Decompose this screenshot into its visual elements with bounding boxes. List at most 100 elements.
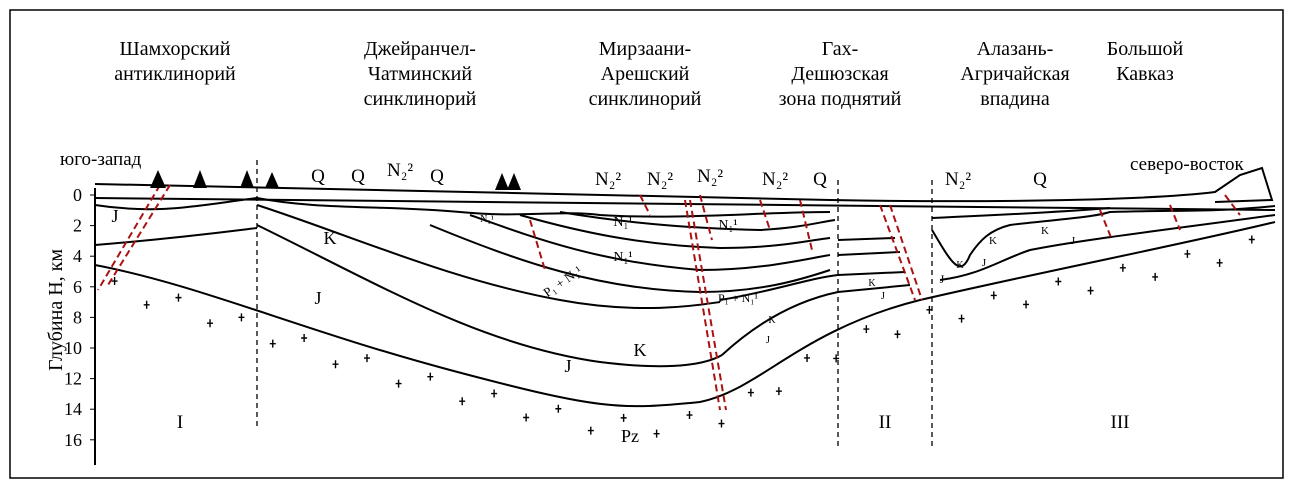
cross xyxy=(301,334,307,342)
layer-label: Q xyxy=(1033,169,1047,190)
cross xyxy=(1023,300,1029,308)
region-label: Чатминский xyxy=(368,63,472,85)
region-label: синклинорий xyxy=(589,88,702,110)
layer-label: J xyxy=(314,288,321,308)
cross xyxy=(748,389,754,397)
layer-label: P₁ + N₁¹ xyxy=(718,291,758,305)
cross xyxy=(459,397,465,405)
cross xyxy=(776,387,782,395)
basement xyxy=(95,222,1275,406)
cross xyxy=(687,411,693,419)
depth-tick-label: 16 xyxy=(64,430,82,450)
cross xyxy=(333,360,339,368)
layer-label: J xyxy=(564,356,571,376)
layer-label: K xyxy=(324,228,337,248)
depth-tick-label: 0 xyxy=(73,185,82,205)
layer-label: K xyxy=(634,340,647,360)
layer-label: J xyxy=(881,291,885,302)
region-label: впадина xyxy=(980,88,1050,110)
region-label: Мирзаани- xyxy=(599,38,691,60)
layer-label: N₂² xyxy=(697,166,723,187)
cross xyxy=(144,301,150,309)
cross xyxy=(175,294,181,302)
cross xyxy=(207,319,213,327)
cross xyxy=(804,354,810,362)
region-label: синклинорий xyxy=(364,88,477,110)
layer-label: N₂² xyxy=(762,169,788,190)
depth-tick-label: 8 xyxy=(73,307,82,327)
cross xyxy=(1184,250,1190,258)
cross xyxy=(1055,278,1061,286)
layer-label: K xyxy=(1041,225,1049,237)
region-label: зона поднятий xyxy=(779,88,902,110)
region-label: Джейранчел- xyxy=(364,38,476,60)
depth-tick-label: 14 xyxy=(64,399,82,419)
layer xyxy=(95,228,257,245)
layer-label: J xyxy=(111,206,118,226)
cross xyxy=(863,325,869,333)
direction-label: юго-запад xyxy=(60,149,142,170)
geology xyxy=(95,160,1275,450)
cross xyxy=(1217,259,1223,267)
layer-label: Q xyxy=(311,166,325,187)
layer-label: J xyxy=(1071,235,1076,247)
region-label: антиклинорий xyxy=(114,63,236,85)
cross xyxy=(523,414,529,422)
layer-label: J xyxy=(982,257,987,269)
zone-label: I xyxy=(177,412,183,433)
region-label: Большой xyxy=(1107,38,1184,60)
cross xyxy=(427,373,433,381)
region-label: Гах- xyxy=(822,38,859,60)
cross xyxy=(588,427,594,435)
zone-label: II xyxy=(879,412,892,433)
region-label: Арешский xyxy=(601,63,690,85)
cross xyxy=(555,405,561,413)
volcano-symbol xyxy=(150,170,521,190)
layer-label: Q xyxy=(351,166,365,187)
layer-label: N₂² xyxy=(647,169,673,190)
layer-label: N₁¹ xyxy=(718,218,737,233)
cross xyxy=(959,315,965,323)
layer-label: K xyxy=(989,235,997,247)
diagram: Глубина H, км юго-запад северо-восток Pz… xyxy=(0,0,1293,488)
zone-label: III xyxy=(1111,412,1130,433)
depth-tick-label: 6 xyxy=(73,277,82,297)
cross xyxy=(621,414,627,422)
depth-tick-label: 12 xyxy=(64,369,82,389)
cross xyxy=(654,430,660,438)
layer-label: N₂² xyxy=(595,169,621,190)
cross xyxy=(894,330,900,338)
layer-label: N₂² xyxy=(387,160,413,181)
layer xyxy=(838,238,900,255)
layer-label: N₁¹ xyxy=(613,215,632,230)
cross xyxy=(991,291,997,299)
layer-label: J xyxy=(940,272,945,286)
cross xyxy=(1088,287,1094,295)
depth-tick-label: 10 xyxy=(64,338,82,358)
cross xyxy=(1120,264,1126,272)
cross xyxy=(396,380,402,388)
cross xyxy=(364,354,370,362)
region-label: Дешюзская xyxy=(791,63,888,85)
layer-label: N₂² xyxy=(945,169,971,190)
layer-label: Q xyxy=(813,169,827,190)
depth-tick-label: 4 xyxy=(73,246,82,266)
region-label: Шамхорский xyxy=(120,38,231,60)
layer-label: J xyxy=(766,335,770,346)
layer-label: K xyxy=(956,260,964,271)
layer-label: K xyxy=(868,278,876,289)
cross xyxy=(238,313,244,321)
basement-label: Pz xyxy=(621,426,639,446)
basement-crosses xyxy=(112,236,1255,438)
layer-label: K xyxy=(768,315,776,326)
layer-label: Q xyxy=(430,166,444,187)
depth-tick-label: 2 xyxy=(73,216,82,236)
region-label: Кавказ xyxy=(1116,63,1174,85)
cross xyxy=(112,277,118,285)
direction-label: северо-восток xyxy=(1130,154,1245,175)
layer xyxy=(520,215,830,248)
cross xyxy=(718,420,724,428)
layer-label: N₁¹ xyxy=(480,214,494,225)
cross xyxy=(491,390,497,398)
region-label: Алазань- xyxy=(977,38,1054,60)
